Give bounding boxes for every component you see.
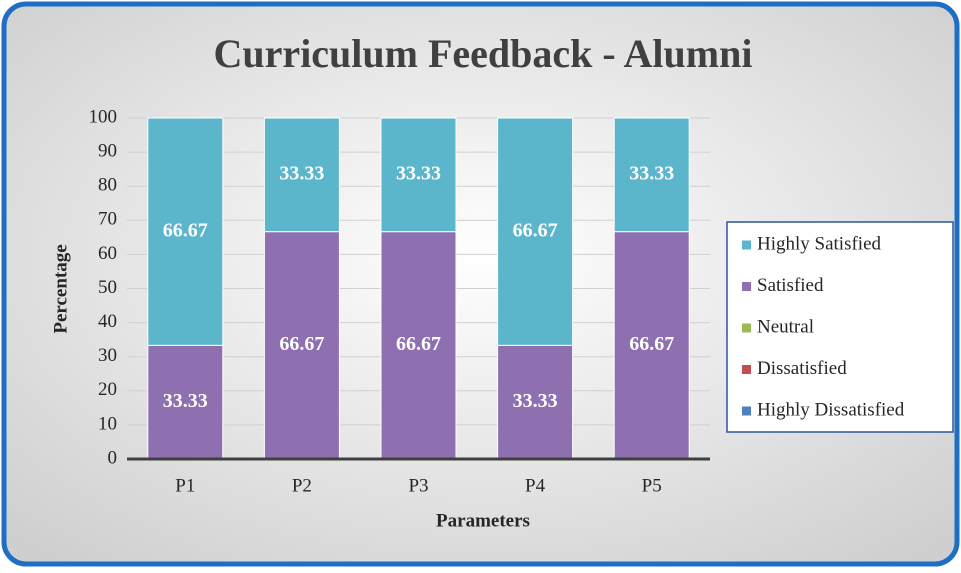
y-tick-label: 90: [98, 140, 117, 161]
x-tick-label: P1: [175, 475, 195, 496]
bar-segment: [497, 117, 574, 346]
y-tick-label: 30: [98, 345, 117, 366]
data-label: 66.67: [513, 219, 558, 241]
legend-label: Satisfied: [757, 275, 824, 296]
chart-title: Curriculum Feedback - Alumni: [214, 31, 753, 76]
data-label: 33.33: [513, 390, 558, 412]
legend-label: Dissatisfied: [757, 358, 847, 379]
y-tick-label: 40: [98, 311, 117, 332]
y-tick-label: 70: [98, 209, 117, 230]
x-tick-label: P3: [408, 475, 428, 496]
data-label: 66.67: [163, 219, 208, 241]
data-label: 33.33: [163, 390, 208, 412]
legend-swatch: [742, 282, 751, 291]
legend-label: Highly Satisfied: [757, 233, 882, 254]
data-label: 66.67: [396, 333, 441, 355]
data-label: 33.33: [396, 162, 441, 184]
bar-segment: [613, 117, 690, 233]
legend-swatch: [742, 240, 751, 250]
legend-swatch: [742, 406, 751, 416]
legend-swatch: [742, 323, 751, 333]
data-label: 66.67: [629, 333, 674, 355]
x-axis-label: Parameters: [436, 510, 530, 531]
y-tick-label: 100: [89, 106, 118, 127]
y-axis-label: Percentage: [50, 244, 71, 333]
legend-swatch: [742, 365, 751, 374]
legend-box: [726, 221, 954, 433]
y-tick-label: 20: [98, 379, 117, 400]
y-tick-label: 10: [98, 413, 117, 434]
y-tick-label: 80: [98, 175, 117, 196]
bar-segment: [380, 231, 457, 460]
y-tick-label: 60: [98, 243, 117, 264]
bar-segment: [147, 117, 224, 346]
legend-label: Highly Dissatisfied: [757, 399, 905, 420]
bar-segment: [613, 231, 690, 460]
bar-segment: [263, 117, 340, 233]
bar-segment: [380, 117, 457, 233]
data-label: 33.33: [279, 162, 324, 184]
bar-segment: [147, 344, 224, 460]
bar-segment: [263, 231, 340, 460]
data-label: 66.67: [279, 333, 324, 355]
legend-label: Neutral: [757, 316, 814, 337]
x-tick-label: P5: [642, 475, 662, 496]
x-tick-label: P2: [292, 475, 312, 496]
bar-segment: [497, 344, 574, 460]
y-tick-label: 0: [108, 447, 118, 468]
y-tick-label: 50: [98, 277, 117, 298]
x-tick-label: P4: [525, 475, 546, 496]
data-label: 33.33: [629, 162, 674, 184]
